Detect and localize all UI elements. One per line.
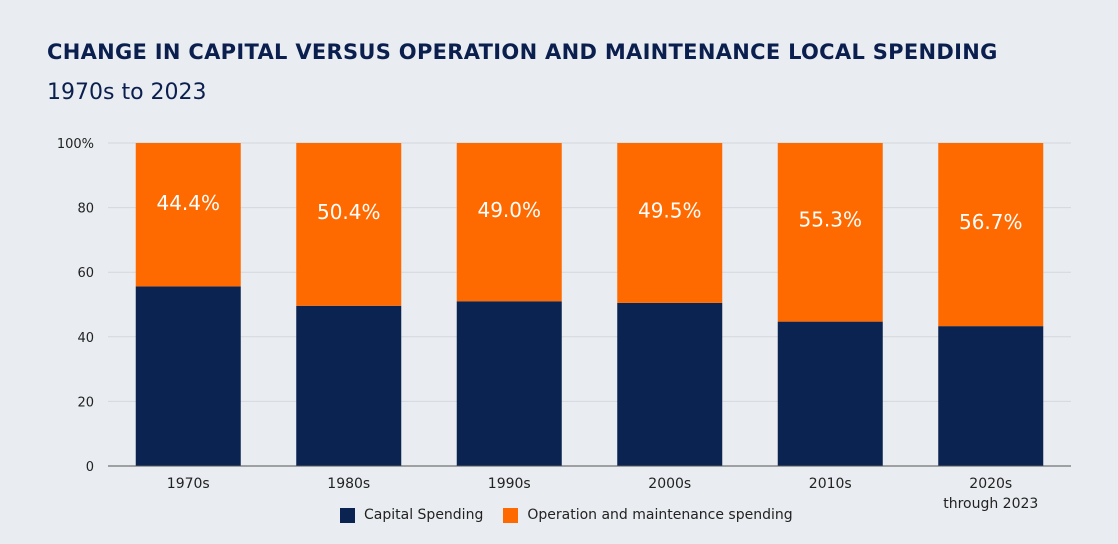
data-label-om: 55.3% [798, 208, 862, 232]
chart-title: CHANGE IN CAPITAL VERSUS OPERATION AND M… [47, 40, 998, 64]
y-tick-label: 20 [77, 395, 94, 410]
bar-om-spending [135, 143, 241, 287]
data-label-om: 49.5% [638, 199, 702, 223]
chart-legend: Capital Spending Operation and maintenan… [340, 507, 813, 523]
legend-label-om: Operation and maintenance spending [527, 507, 793, 523]
bar-capital-spending [617, 302, 723, 466]
y-tick-label: 0 [86, 460, 94, 475]
data-label-om: 44.4% [156, 191, 220, 215]
y-tick-label: 40 [77, 331, 94, 346]
bar-capital-spending [777, 321, 883, 466]
y-tick-label: 80 [77, 202, 94, 217]
data-label-om: 49.0% [477, 198, 541, 222]
data-label-om: 50.4% [317, 200, 381, 224]
bar-capital-spending [456, 301, 562, 466]
legend-swatch-capital [340, 507, 355, 523]
y-tick-label: 60 [77, 266, 94, 281]
bar-om-spending [296, 143, 402, 306]
bar-capital-spending [938, 326, 1044, 466]
y-tick-label: 100% [57, 137, 94, 152]
x-tick-label: 2020s [969, 476, 1012, 492]
legend-swatch-om [503, 507, 519, 523]
x-tick-label: 2000s [648, 476, 691, 492]
data-label-om: 56.7% [959, 210, 1023, 234]
bar-capital-spending [135, 286, 241, 466]
x-tick-label: through 2023 [943, 496, 1038, 512]
legend-label-capital: Capital Spending [364, 507, 484, 523]
bar-om-spending [617, 143, 723, 303]
legend-item-capital: Capital Spending [340, 507, 483, 523]
bar-om-spending [938, 143, 1044, 327]
x-tick-label: 2010s [809, 476, 852, 492]
bar-capital-spending [296, 305, 402, 466]
x-tick-label: 1990s [488, 476, 531, 492]
bar-om-spending [456, 143, 562, 302]
bar-om-spending [777, 143, 883, 322]
legend-item-om: Operation and maintenance spending [503, 507, 793, 523]
x-tick-label: 1980s [327, 476, 370, 492]
x-tick-label: 1970s [167, 476, 210, 492]
chart-subtitle: 1970s to 2023 [47, 80, 207, 105]
